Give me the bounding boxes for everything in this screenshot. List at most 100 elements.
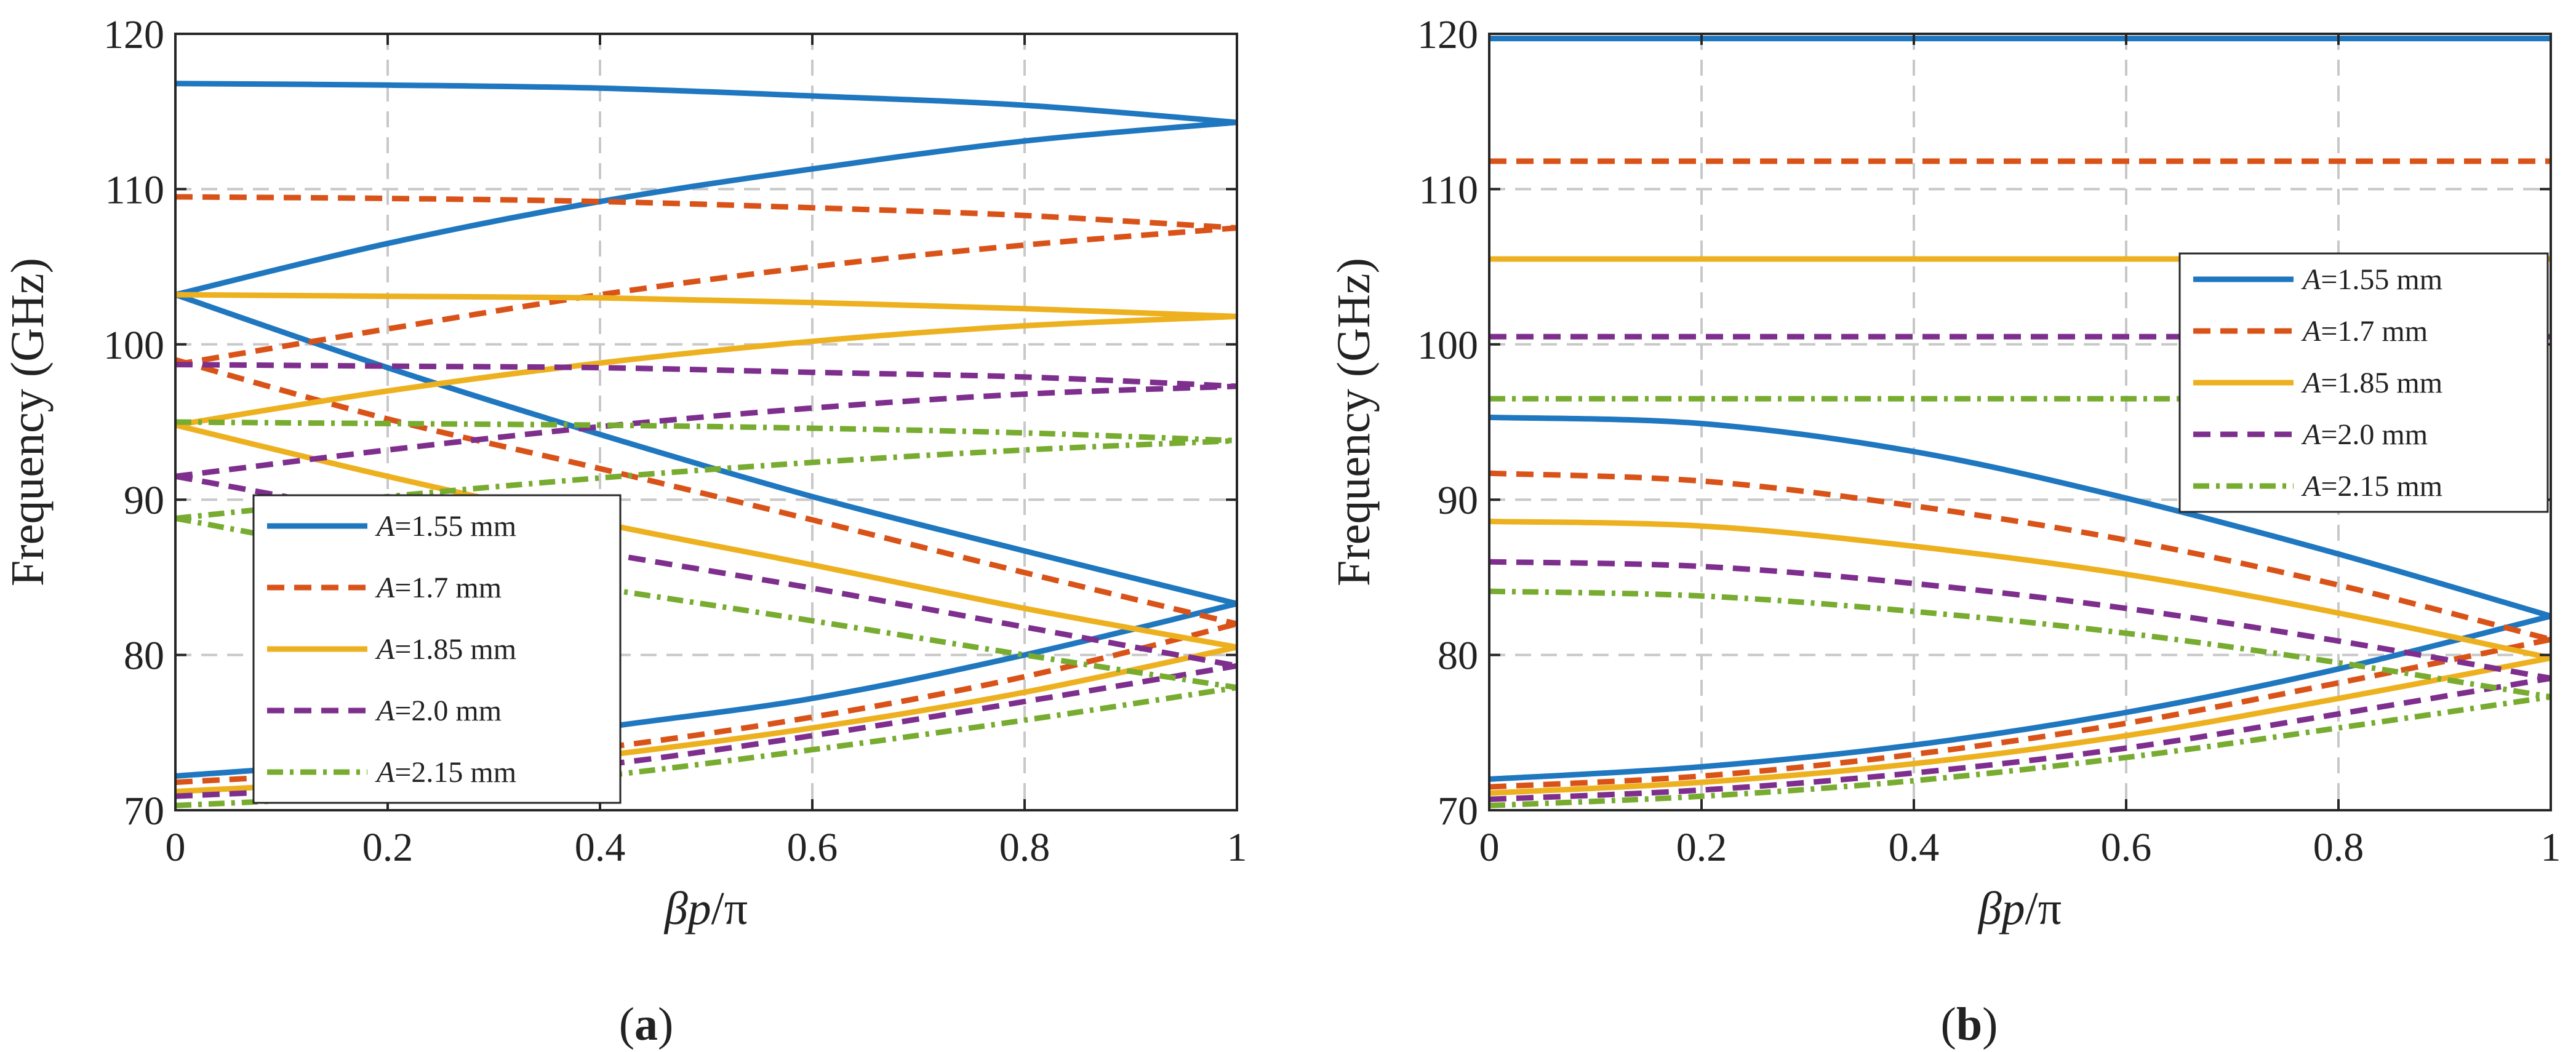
x-axis-label: βp/π <box>1977 883 2062 934</box>
series-line <box>175 119 1237 298</box>
legend-entry-var: A <box>375 510 395 543</box>
grid <box>175 34 1237 810</box>
x-tick-label: 0.8 <box>2313 825 2364 870</box>
series-line <box>175 81 1237 126</box>
x-axis-label-beta: β <box>663 883 688 934</box>
legend-entry: A=1.85 mm <box>2301 367 2442 399</box>
series-line <box>175 357 1237 627</box>
x-axis-label: βp/π <box>663 883 748 934</box>
legend-entry-var: A <box>2301 470 2321 503</box>
series-line <box>175 685 1237 808</box>
series-line <box>175 516 1237 691</box>
series-A-2_0-mm <box>175 362 1237 799</box>
legend-entry: A=2.15 mm <box>2301 470 2442 503</box>
legend-entry-var: A <box>375 572 395 604</box>
y-tick-label: 80 <box>124 634 164 679</box>
series-A-2_15-mm <box>175 419 1237 808</box>
y-tick-label: 120 <box>1417 12 1478 57</box>
y-axis-label: Frequency (GHz) <box>2 258 54 586</box>
legend-entry-value: =2.15 mm <box>394 756 516 789</box>
legend-entry-value: =1.85 mm <box>2321 367 2442 399</box>
x-axis-label-rest: /π <box>711 883 748 934</box>
legend-entry-value: =2.15 mm <box>2321 470 2442 503</box>
legend-entry-var: A <box>375 756 395 789</box>
legend-entry: A=1.55 mm <box>375 510 516 543</box>
legend: A=1.55 mmA=1.7 mmA=1.85 mmA=2.0 mmA=2.15… <box>2178 252 2549 513</box>
x-axis-label-p: p <box>685 883 711 934</box>
y-tick-label: 100 <box>1417 323 1478 368</box>
legend-entry: A=1.85 mm <box>375 633 516 666</box>
y-tick-label: 110 <box>105 167 164 212</box>
legend-entry-value: =2.0 mm <box>394 695 502 727</box>
legend-entry-var: A <box>2301 315 2321 348</box>
panel-caption: (a) <box>619 998 674 1050</box>
legend-entry-var: A <box>375 695 395 727</box>
y-tick-label: 70 <box>1438 789 1478 834</box>
legend: A=1.55 mmA=1.7 mmA=1.85 mmA=2.0 mmA=2.15… <box>252 494 622 804</box>
y-tick-label: 90 <box>1438 478 1478 523</box>
series-line <box>1489 613 2551 782</box>
y-tick-label: 110 <box>1418 167 1478 212</box>
legend-entry-value: =2.0 mm <box>2321 418 2428 451</box>
y-tick-label: 70 <box>124 789 164 834</box>
series-A-1_55-mm <box>1489 36 2551 782</box>
series-A-2_15-mm <box>1489 396 2551 808</box>
series-line <box>1489 519 2551 661</box>
chart-panel-a: 0 0.2 0.4 0.6 0.8 1 70 80 90 100 110 120 Frequency (… <box>2 12 1247 1050</box>
series-line <box>175 292 1237 319</box>
series-A-1_7-mm <box>1489 158 2551 790</box>
legend-entry-var: A <box>375 633 395 666</box>
x-axis-label-p: p <box>1999 883 2025 934</box>
legend-entry-value: =1.55 mm <box>2321 263 2442 296</box>
legend-entry-value: =1.55 mm <box>394 510 516 543</box>
y-tick-label: 80 <box>1438 634 1478 679</box>
panel-caption: (b) <box>1941 998 1998 1050</box>
legend-entry: A=1.7 mm <box>375 572 502 604</box>
axes-box <box>174 33 1238 811</box>
legend-entry: A=1.7 mm <box>2301 315 2428 348</box>
x-tick-label: 0 <box>1479 825 1500 870</box>
legend-entry-var: A <box>2301 418 2321 451</box>
series-line <box>1489 414 2551 619</box>
axes-box <box>1488 33 2552 811</box>
caption-close: ) <box>658 998 673 1050</box>
caption-open: ( <box>619 998 634 1050</box>
legend-entry-value: =1.7 mm <box>394 572 502 604</box>
x-tick-label: 1 <box>2541 825 2561 870</box>
legend-entry-value: =1.7 mm <box>2321 315 2428 348</box>
y-tick-label: 120 <box>103 12 164 57</box>
x-tick-label: 0.8 <box>999 825 1050 870</box>
y-tick-label: 90 <box>124 478 164 523</box>
legend-entry-value: =1.85 mm <box>394 633 516 666</box>
series-line <box>175 383 1237 479</box>
legend-entry: A=1.55 mm <box>2301 263 2442 296</box>
series-line <box>175 313 1237 428</box>
y-axis-label: Frequency (GHz) <box>1328 258 1380 586</box>
x-axis-label-beta: β <box>1977 883 2002 934</box>
series-line <box>1489 655 2551 796</box>
x-tick-label: 0.6 <box>787 825 838 870</box>
series-line <box>175 419 1237 444</box>
x-tick-label: 0.6 <box>2101 825 2152 870</box>
x-axis-label-rest: /π <box>2025 883 2062 934</box>
series-line <box>175 422 1237 650</box>
x-tick-label: 0 <box>166 825 186 870</box>
series-group <box>175 81 1237 808</box>
series-A-1_7-mm <box>175 194 1237 786</box>
series-line <box>175 437 1237 521</box>
series-line <box>175 362 1237 389</box>
caption-letter: a <box>634 998 658 1050</box>
caption-close: ) <box>1982 998 1998 1050</box>
legend-entry: A=2.0 mm <box>2301 418 2428 451</box>
x-tick-label: 0.4 <box>575 825 626 870</box>
x-tick-label: 0.2 <box>1676 825 1727 870</box>
legend-entry-var: A <box>2301 263 2321 296</box>
legend-entry-var: A <box>2301 367 2321 399</box>
x-tick-label: 0.4 <box>1889 825 1940 870</box>
series-line <box>1489 588 2551 700</box>
legend-entry: A=2.0 mm <box>375 695 502 727</box>
series-A-2_0-mm <box>1489 333 2551 802</box>
caption-letter: b <box>1956 998 1982 1050</box>
series-line <box>175 194 1237 231</box>
